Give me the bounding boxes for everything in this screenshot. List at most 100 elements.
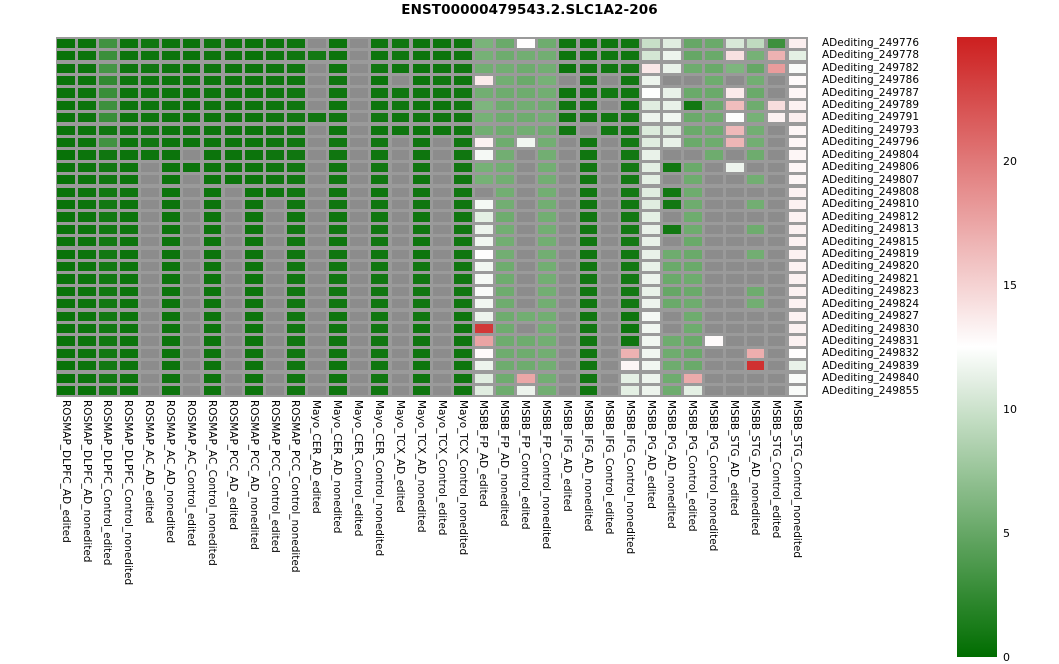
- heatmap-cell[interactable]: [433, 361, 452, 371]
- heatmap-cell[interactable]: [391, 175, 410, 185]
- heatmap-cell[interactable]: [182, 299, 201, 309]
- heatmap-cell[interactable]: [266, 88, 284, 98]
- heatmap-cell[interactable]: [704, 299, 723, 309]
- heatmap-cell[interactable]: [391, 88, 410, 98]
- heatmap-cell[interactable]: [433, 249, 452, 259]
- heatmap-cell[interactable]: [788, 63, 807, 73]
- heatmap-cell[interactable]: [600, 51, 619, 61]
- heatmap-cell[interactable]: [99, 324, 117, 334]
- heatmap-cell[interactable]: [746, 199, 765, 210]
- heatmap-cell[interactable]: [475, 262, 493, 272]
- heatmap-cell[interactable]: [454, 212, 472, 222]
- heatmap-cell[interactable]: [99, 336, 117, 346]
- heatmap-cell[interactable]: [182, 51, 201, 61]
- heatmap-cell[interactable]: [99, 162, 117, 172]
- heatmap-cell[interactable]: [537, 137, 556, 148]
- heatmap-cell[interactable]: [391, 150, 410, 160]
- heatmap-cell[interactable]: [704, 51, 723, 61]
- heatmap-cell[interactable]: [308, 51, 326, 61]
- heatmap-cell[interactable]: [475, 348, 493, 359]
- heatmap-cell[interactable]: [496, 38, 514, 48]
- heatmap-cell[interactable]: [516, 51, 535, 61]
- heatmap-cell[interactable]: [767, 162, 786, 172]
- heatmap-cell[interactable]: [308, 299, 326, 309]
- heatmap-cell[interactable]: [161, 373, 180, 383]
- heatmap-cell[interactable]: [788, 286, 807, 297]
- heatmap-cell[interactable]: [496, 336, 514, 346]
- heatmap-cell[interactable]: [287, 51, 305, 61]
- heatmap-cell[interactable]: [370, 212, 389, 222]
- heatmap-cell[interactable]: [767, 88, 786, 98]
- heatmap-cell[interactable]: [99, 113, 117, 123]
- heatmap-cell[interactable]: [182, 274, 201, 284]
- heatmap-cell[interactable]: [475, 162, 493, 172]
- heatmap-cell[interactable]: [600, 249, 619, 259]
- heatmap-cell[interactable]: [287, 262, 305, 272]
- heatmap-cell[interactable]: [57, 249, 76, 259]
- heatmap-cell[interactable]: [475, 38, 493, 48]
- heatmap-cell[interactable]: [684, 88, 702, 98]
- heatmap-cell[interactable]: [642, 51, 660, 61]
- heatmap-cell[interactable]: [767, 336, 786, 346]
- heatmap-cell[interactable]: [642, 212, 660, 222]
- heatmap-cell[interactable]: [579, 262, 598, 272]
- heatmap-cell[interactable]: [621, 311, 640, 321]
- heatmap-cell[interactable]: [600, 299, 619, 309]
- heatmap-cell[interactable]: [287, 137, 305, 148]
- heatmap-cell[interactable]: [224, 150, 243, 160]
- heatmap-cell[interactable]: [704, 212, 723, 222]
- heatmap-cell[interactable]: [99, 237, 117, 247]
- heatmap-cell[interactable]: [746, 373, 765, 383]
- heatmap-cell[interactable]: [161, 286, 180, 297]
- heatmap-cell[interactable]: [642, 125, 660, 135]
- heatmap-cell[interactable]: [99, 262, 117, 272]
- heatmap-cell[interactable]: [78, 88, 96, 98]
- heatmap-cell[interactable]: [266, 324, 284, 334]
- heatmap-cell[interactable]: [537, 212, 556, 222]
- heatmap-cell[interactable]: [57, 224, 76, 234]
- heatmap-cell[interactable]: [308, 348, 326, 359]
- heatmap-cell[interactable]: [308, 262, 326, 272]
- heatmap-cell[interactable]: [725, 88, 744, 98]
- heatmap-cell[interactable]: [161, 212, 180, 222]
- heatmap-cell[interactable]: [391, 199, 410, 210]
- heatmap-cell[interactable]: [788, 38, 807, 48]
- heatmap-cell[interactable]: [621, 162, 640, 172]
- heatmap-cell[interactable]: [224, 63, 243, 73]
- heatmap-cell[interactable]: [224, 324, 243, 334]
- heatmap-cell[interactable]: [161, 137, 180, 148]
- heatmap-cell[interactable]: [78, 237, 96, 247]
- heatmap-cell[interactable]: [788, 75, 807, 86]
- heatmap-cell[interactable]: [349, 175, 368, 185]
- heatmap-cell[interactable]: [621, 100, 640, 110]
- heatmap-cell[interactable]: [475, 113, 493, 123]
- heatmap-cell[interactable]: [140, 299, 159, 309]
- heatmap-cell[interactable]: [266, 113, 284, 123]
- heatmap-cell[interactable]: [412, 125, 431, 135]
- heatmap-cell[interactable]: [57, 237, 76, 247]
- heatmap-cell[interactable]: [120, 286, 138, 297]
- heatmap-cell[interactable]: [600, 113, 619, 123]
- heatmap-cell[interactable]: [537, 336, 556, 346]
- heatmap-cell[interactable]: [140, 249, 159, 259]
- heatmap-cell[interactable]: [558, 187, 577, 197]
- heatmap-cell[interactable]: [684, 162, 702, 172]
- heatmap-cell[interactable]: [600, 274, 619, 284]
- heatmap-cell[interactable]: [725, 199, 744, 210]
- heatmap-cell[interactable]: [663, 348, 681, 359]
- heatmap-cell[interactable]: [224, 373, 243, 383]
- heatmap-cell[interactable]: [663, 38, 681, 48]
- heatmap-cell[interactable]: [120, 199, 138, 210]
- heatmap-cell[interactable]: [725, 324, 744, 334]
- heatmap-cell[interactable]: [496, 274, 514, 284]
- heatmap-cell[interactable]: [454, 51, 472, 61]
- heatmap-cell[interactable]: [454, 199, 472, 210]
- heatmap-cell[interactable]: [412, 137, 431, 148]
- heatmap-cell[interactable]: [370, 324, 389, 334]
- heatmap-cell[interactable]: [621, 125, 640, 135]
- heatmap-cell[interactable]: [99, 361, 117, 371]
- heatmap-cell[interactable]: [788, 199, 807, 210]
- heatmap-cell[interactable]: [245, 237, 264, 247]
- heatmap-cell[interactable]: [475, 324, 493, 334]
- heatmap-cell[interactable]: [287, 187, 305, 197]
